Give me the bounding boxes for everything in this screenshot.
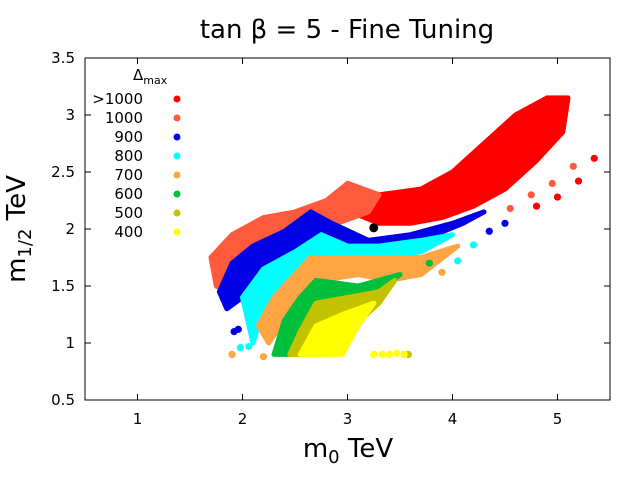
region-gt1000 (334, 95, 571, 226)
point-400 (378, 350, 386, 358)
region-400 (297, 300, 377, 357)
point-gt1000 (553, 193, 562, 201)
point-1000 (569, 162, 577, 170)
legend-marker-900 (173, 133, 181, 141)
x-tick-label: 3 (343, 410, 353, 428)
point-700 (259, 353, 268, 361)
point-gt1000 (590, 154, 598, 162)
point-800 (245, 342, 253, 351)
point-700 (228, 350, 236, 358)
point-900 (501, 219, 509, 227)
y-tick-label: 2.5 (51, 163, 75, 181)
y-tick-label: 3 (65, 106, 75, 124)
chart-title: tan β = 5 - Fine Tuning (200, 15, 494, 45)
legend-marker-700 (173, 171, 181, 179)
legend-marker-400 (173, 228, 181, 236)
x-tick-label: 5 (553, 410, 563, 428)
y-axis-label-unit: TeV (2, 175, 32, 229)
point-gt1000 (532, 202, 541, 210)
y-axis-label: m1/2 TeV (2, 175, 36, 283)
x-axis-label-main: m (303, 434, 328, 464)
legend-label-gt1000: >1000 (92, 90, 143, 108)
y-tick-label: 3.5 (51, 49, 75, 67)
point-800 (454, 257, 462, 265)
x-axis-label: m0 TeV (303, 434, 394, 468)
point-1000 (548, 179, 556, 187)
point-800 (469, 241, 478, 249)
legend-title-sub: max (143, 74, 167, 87)
point-1000 (506, 204, 514, 213)
legend-title: Δmax (133, 66, 168, 87)
point-900 (234, 325, 242, 333)
legend-label-600: 600 (114, 185, 143, 203)
legend-label-700: 700 (114, 166, 143, 184)
y-axis-label-sub: 1/2 (15, 229, 36, 258)
legend-title-main: Δ (133, 66, 144, 84)
point-800 (236, 343, 244, 352)
y-tick-label: 1.5 (51, 277, 75, 295)
x-tick-label: 4 (448, 410, 458, 428)
point-400 (385, 350, 394, 358)
legend-label-1000: 1000 (105, 109, 143, 127)
point-900 (485, 227, 493, 235)
y-tick-label: 1 (65, 334, 75, 352)
point-1000 (527, 191, 535, 199)
point-400 (400, 350, 408, 358)
data-points (228, 154, 598, 361)
legend-marker-gt1000 (173, 95, 181, 103)
legend-label-900: 900 (114, 128, 143, 146)
y-axis-label-main: m (2, 258, 32, 283)
point-600 (425, 259, 433, 267)
y-tick-label: 0.5 (51, 391, 75, 409)
point-700 (438, 268, 446, 276)
axis-ticks: 1 2 3 4 5 0.5 1 1.5 2 2.5 3 3.5 (51, 49, 610, 428)
legend-marker-800 (173, 152, 181, 160)
point-400 (370, 350, 378, 358)
legend-marker-600 (173, 190, 181, 198)
x-axis-label-unit: TeV (340, 434, 394, 464)
x-axis-label-sub: 0 (328, 447, 339, 468)
legend-marker-500 (173, 209, 181, 217)
legend-label-500: 500 (114, 204, 143, 222)
data-regions (208, 95, 571, 357)
legend-label-400: 400 (114, 223, 143, 241)
highlight-point (369, 223, 379, 233)
legend-label-800: 800 (114, 147, 143, 165)
point-gt1000 (574, 177, 583, 185)
x-tick-label: 1 (133, 410, 143, 428)
y-tick-label: 2 (65, 220, 75, 238)
legend-marker-1000 (173, 114, 181, 122)
x-tick-label: 2 (238, 410, 248, 428)
point-400 (393, 349, 401, 357)
